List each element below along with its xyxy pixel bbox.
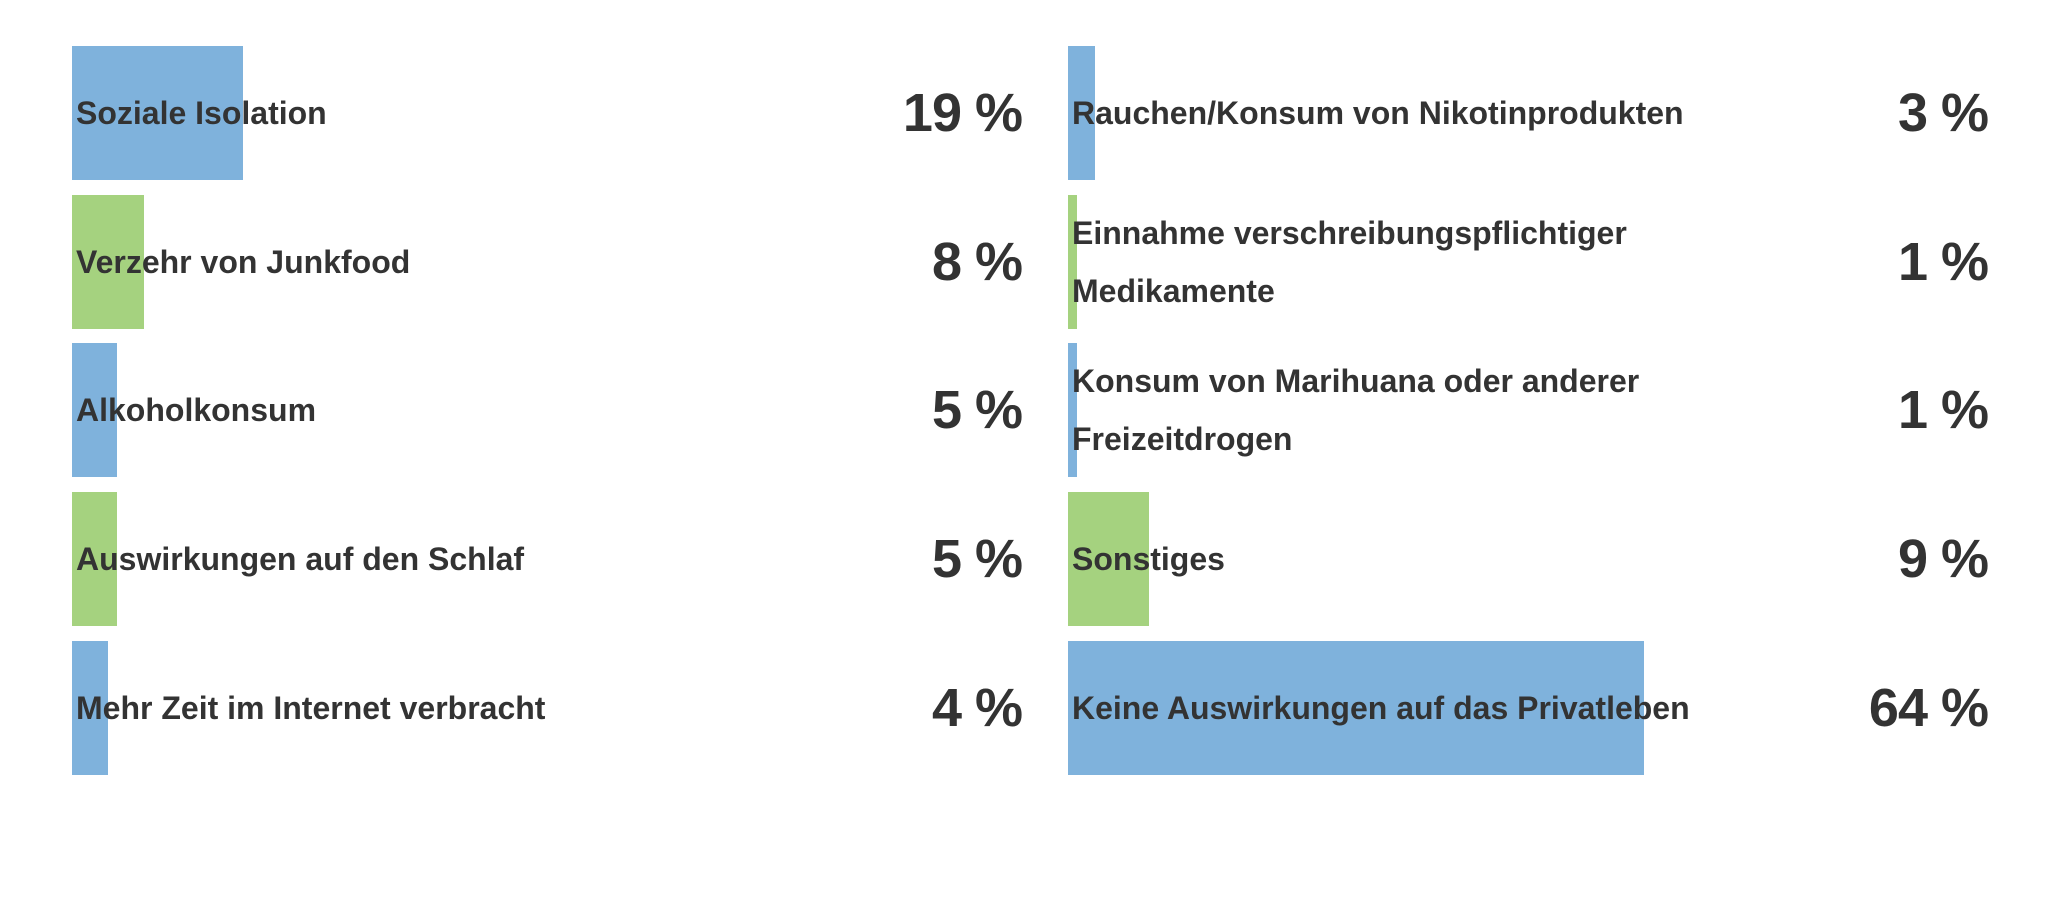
bar <box>1068 195 1077 329</box>
bar <box>72 46 243 180</box>
bar-label: Sonstiges <box>1072 541 1225 577</box>
value-label: 1 % <box>1897 232 1989 292</box>
bar-label: Einnahme verschreibungspflichtiger Medik… <box>1072 215 1627 309</box>
bar-row: Soziale Isolation 19 % <box>72 46 1023 180</box>
value-label: 4 % <box>931 678 1023 738</box>
value-label: 64 % <box>1868 678 1989 738</box>
bar-label: Konsum von Marihuana oder anderer Freize… <box>1072 363 1640 457</box>
bar <box>72 641 108 775</box>
bar-row: Alkoholkonsum 5 % <box>72 343 1023 477</box>
bar-label: Mehr Zeit im Internet verbracht <box>76 690 546 726</box>
bar-label: Alkoholkonsum <box>76 392 317 428</box>
bar <box>72 195 144 329</box>
bar <box>1068 492 1149 626</box>
bar-row: Auswirkungen auf den Schlaf 5 % <box>72 492 1023 626</box>
bar-row: Verzehr von Junkfood 8 % <box>72 195 1023 329</box>
bar-label: Verzehr von Junkfood <box>76 244 411 280</box>
bar <box>1068 641 1644 775</box>
bar-label: Keine Auswirkungen auf das Privatleben <box>1072 690 1690 726</box>
bar-label: Rauchen/Konsum von Nikotinprodukten <box>1072 95 1684 131</box>
bar <box>72 343 117 477</box>
value-label: 19 % <box>902 83 1023 143</box>
value-label: 1 % <box>1897 380 1989 440</box>
value-label: 9 % <box>1897 529 1989 589</box>
bar-row: Sonstiges 9 % <box>1068 492 1989 626</box>
bar-row: Konsum von Marihuana oder anderer Freize… <box>1068 343 1989 477</box>
bar-row: Rauchen/Konsum von Nikotinprodukten 3 % <box>1068 46 1989 180</box>
bar-row: Einnahme verschreibungspflichtiger Medik… <box>1068 195 1989 329</box>
bar-row: Keine Auswirkungen auf das Privatleben 64… <box>1068 641 1989 775</box>
bar-row: Mehr Zeit im Internet verbracht 4 % <box>72 641 1023 775</box>
bar <box>1068 46 1095 180</box>
bar <box>1068 343 1077 477</box>
value-label: 8 % <box>931 232 1023 292</box>
value-label: 5 % <box>931 380 1023 440</box>
value-label: 5 % <box>931 529 1023 589</box>
bar-label: Soziale Isolation <box>76 95 327 131</box>
value-label: 3 % <box>1897 83 1989 143</box>
bar <box>72 492 117 626</box>
bar-label: Auswirkungen auf den Schlaf <box>76 541 525 577</box>
